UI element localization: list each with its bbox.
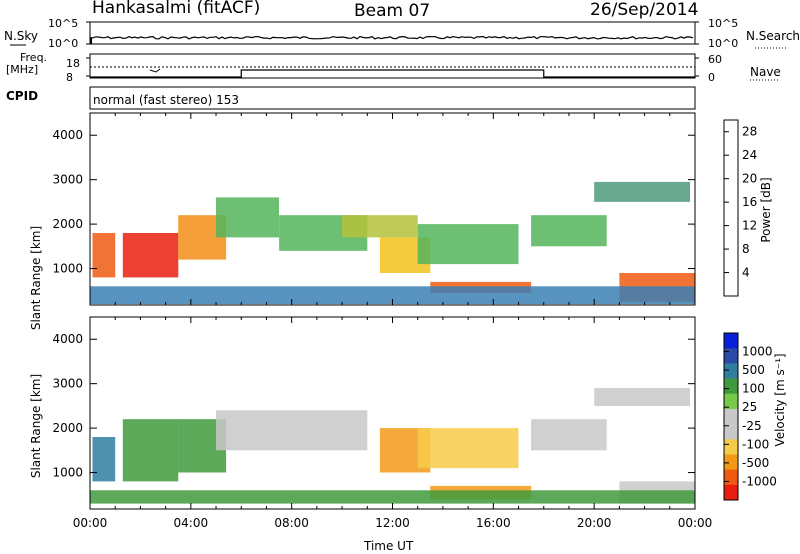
station-title: Hankasalmi (fitACF) — [92, 0, 261, 18]
velocity-echo-region — [90, 490, 695, 504]
velocity-echo-region — [594, 388, 690, 406]
velocity-colorbar-segment — [724, 484, 738, 501]
velocity-colorbar-segment — [724, 348, 738, 364]
velocity-colorbar-tick-label: 25 — [742, 400, 757, 414]
freq-tick-top: 18 — [66, 57, 80, 70]
power-colorbar-tick-label: 24 — [742, 148, 757, 162]
power-echo-region — [342, 215, 418, 238]
cpid-value: normal (fast stereo) 153 — [93, 93, 240, 107]
velocity-colorbar-segment — [724, 408, 738, 425]
noise-tick-left-top: 10^5 — [48, 17, 79, 30]
power-colorbar-frame — [723, 119, 739, 297]
range-tick-label: 2000 — [52, 421, 83, 435]
nsearch-label: N.Search — [746, 29, 800, 43]
power-echo-region — [216, 197, 279, 238]
date-label: 26/Sep/2014 — [590, 0, 699, 20]
range-tick-label: 3000 — [52, 377, 83, 391]
velocity-colorbar-tick-label: -500 — [742, 456, 769, 470]
time-tick-label: 16:00 — [476, 516, 511, 530]
velocity-echo-region — [122, 419, 179, 482]
power-panel-frame — [89, 112, 696, 306]
velocity-echo-region — [92, 437, 116, 482]
velocity-colorbar-tick-label: 1000 — [742, 345, 773, 359]
frequency-trace — [90, 69, 695, 78]
power-colorbar-tick-label: 12 — [742, 219, 757, 233]
nsky-label: N.Sky — [4, 29, 39, 43]
power-colorbar-tick-label: 20 — [742, 172, 757, 186]
power-colorbar-tick-label: 4 — [742, 266, 750, 280]
freq-label: Freq. — [20, 51, 48, 64]
velocity-colorbar-segment — [724, 439, 738, 455]
power-colorbar-tick-label: 8 — [742, 242, 750, 256]
velocity-panel-frame — [89, 316, 696, 510]
time-tick-label: 00:00 — [73, 516, 108, 530]
time-tick-label: 12:00 — [375, 516, 410, 530]
velocity-colorbar-segment — [724, 469, 738, 486]
freq-tick-bottom: 8 — [66, 71, 73, 84]
power-colorbar-tick-label: 16 — [742, 195, 757, 209]
time-tick-label: 04:00 — [174, 516, 209, 530]
range-tick-label: 1000 — [52, 262, 83, 276]
velocity-echo-region — [417, 428, 519, 469]
velocity-colorbar-tick-label: -100 — [742, 437, 769, 451]
velocity-colorbar-segment — [724, 424, 738, 440]
power-echo-region — [417, 224, 519, 265]
noise-tick-right-bottom: 10^0 — [708, 37, 739, 50]
velocity-colorbar-tick-label: 100 — [742, 382, 765, 396]
freq-unit-label: [MHz] — [6, 63, 39, 76]
power-echo-region — [594, 181, 690, 202]
range-tick-label: 1000 — [52, 466, 83, 480]
power-echo-region — [531, 215, 607, 247]
time-tick-label: 08:00 — [274, 516, 309, 530]
velocity-colorbar-tick-label: -25 — [742, 419, 762, 433]
cpid-panel-frame — [89, 86, 696, 110]
velocity-colorbar-frame — [723, 332, 739, 501]
velocity-colorbar-tick-label: 500 — [742, 363, 765, 377]
range-tick-label: 4000 — [52, 332, 83, 346]
noise-tick-right-top: 10^5 — [708, 17, 739, 30]
power-echo-region — [92, 233, 116, 278]
velocity-echo-region — [216, 410, 368, 451]
nave-label: Nave — [750, 65, 781, 79]
velocity-echo-region — [531, 419, 607, 451]
noise-tick-left-bottom: 10^0 — [48, 37, 79, 50]
velocity-colorbar-segment — [724, 454, 738, 471]
power-colorbar-tick-label: 28 — [742, 125, 757, 139]
range-tick-label: 2000 — [52, 217, 83, 231]
noise-panel-frame — [89, 21, 696, 45]
velocity-colorbar-segment — [724, 393, 738, 410]
freq-panel-frame — [89, 53, 696, 79]
range-tick-label: 3000 — [52, 173, 83, 187]
velocity-colorbar-tick-label: -1000 — [742, 474, 777, 488]
range-tick-label: 4000 — [52, 128, 83, 142]
nave-tick-bottom: 0 — [708, 71, 715, 84]
noise-trace — [89, 35, 694, 40]
time-xlabel: Time UT — [364, 539, 414, 553]
power-echo-region — [122, 233, 179, 278]
time-tick-label: 20:00 — [577, 516, 612, 530]
nave-trace-dip — [149, 68, 161, 73]
beam-label: Beam 07 — [354, 1, 431, 21]
velocity-colorbar-segment — [724, 333, 738, 349]
power-echo-region — [90, 286, 695, 305]
velocity-colorbar-segment — [724, 363, 738, 380]
nave-tick-top: 60 — [708, 53, 722, 66]
velocity-colorbar-segment — [724, 378, 738, 395]
time-tick-label: 00:00 — [678, 516, 713, 530]
cpid-label: CPID — [6, 89, 39, 103]
